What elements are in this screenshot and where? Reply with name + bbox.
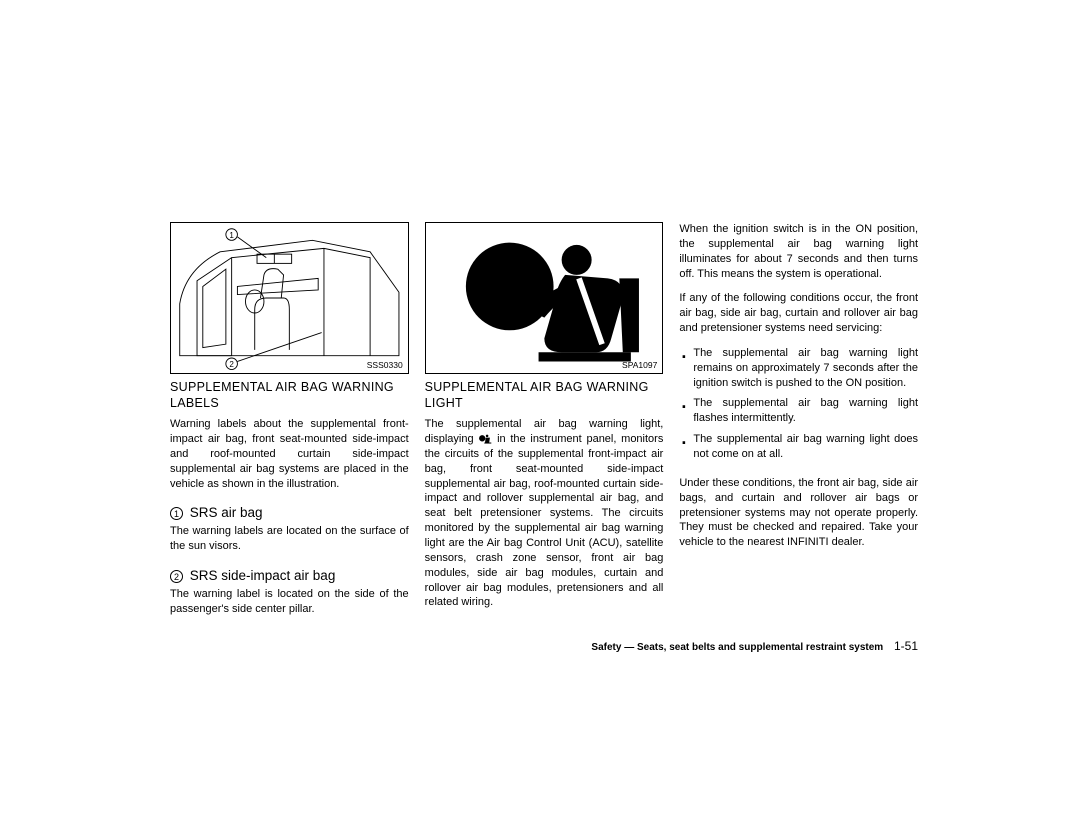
footer-section: Safety — Seats, seat belts and supplemen… (591, 642, 883, 653)
servicing-conditions-list: The supplemental air bag warning light r… (679, 346, 918, 468)
column-3: When the ignition switch is in the ON po… (679, 222, 918, 627)
list-item: The supplemental air bag warning light f… (679, 396, 918, 426)
col3-para1: When the ignition switch is in the ON po… (679, 222, 918, 281)
page-footer: Safety — Seats, seat belts and supplemen… (591, 639, 918, 653)
page-number: 1-51 (894, 639, 918, 653)
list-item: The supplemental air bag warning light r… (679, 346, 918, 391)
callout-number-1: 1 (170, 507, 183, 520)
airbag-inline-icon (478, 433, 492, 445)
sub1-text: The warning labels are located on the su… (170, 524, 409, 554)
car-interior-diagram: 1 2 (171, 223, 408, 373)
col2-text: The supplemental air bag warning light, … (425, 417, 664, 610)
figure-code: SSS0330 (367, 360, 403, 370)
airbag-warning-symbol (426, 223, 663, 373)
sub2-text: The warning label is located on the side… (170, 587, 409, 617)
heading-light: SUPPLEMENTAL AIR BAG WARNING LIGHT (425, 380, 664, 411)
figure-airbag-icon: SPA1097 (425, 222, 664, 374)
subheading-2-title: SRS side-impact air bag (190, 568, 336, 583)
text-after-icon: in the instrument panel, monitors the ci… (425, 433, 664, 608)
figure-car-interior: 1 2 SSS0330 (170, 222, 409, 374)
col3-para3: Under these conditions, the front air ba… (679, 476, 918, 550)
col3-para2: If any of the following conditions occur… (679, 291, 918, 336)
svg-text:2: 2 (229, 360, 234, 369)
intro-text: Warning labels about the supplemental fr… (170, 417, 409, 491)
subheading-srs-side-impact: 2 SRS side-impact air bag (170, 568, 409, 583)
subheading-srs-airbag: 1 SRS air bag (170, 505, 409, 520)
svg-text:1: 1 (229, 231, 234, 240)
column-1: 1 2 SSS0330 SUPPLEMENTAL AIR BAG WARNING… (170, 222, 409, 627)
subheading-1-title: SRS air bag (190, 505, 263, 520)
figure-code-2: SPA1097 (622, 360, 657, 370)
heading-labels: SUPPLEMENTAL AIR BAG WARNING LABELS (170, 380, 409, 411)
column-2: SPA1097 SUPPLEMENTAL AIR BAG WARNING LIG… (425, 222, 664, 627)
list-item: The supplemental air bag warning light d… (679, 432, 918, 462)
callout-number-2: 2 (170, 570, 183, 583)
